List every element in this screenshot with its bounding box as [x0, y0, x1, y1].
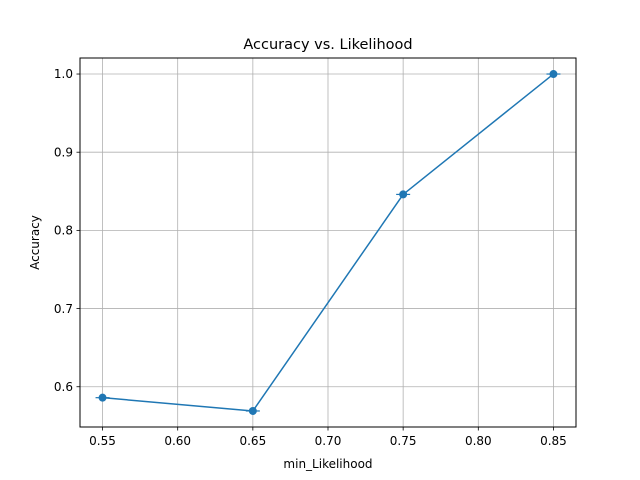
x-tick-label: 0.85 [540, 434, 567, 448]
y-tick-label: 1.0 [54, 67, 73, 81]
grid [80, 58, 576, 427]
data-point [549, 70, 558, 79]
x-tick-label: 0.55 [89, 434, 116, 448]
series-line [102, 73, 554, 412]
series [95, 70, 561, 415]
chart-title: Accuracy vs. Likelihood [243, 37, 412, 53]
y-axis-label: Accuracy [28, 215, 42, 270]
plot-frame [79, 57, 577, 428]
x-tick-label: 0.60 [164, 434, 191, 448]
y-tick-label: 0.9 [54, 145, 73, 159]
y-tick-label: 0.8 [54, 224, 73, 238]
data-point [98, 393, 107, 402]
x-tick-label: 0.75 [390, 434, 417, 448]
x-tick-label: 0.70 [315, 434, 342, 448]
y-tick-label: 0.6 [54, 380, 73, 394]
x-tick-label: 0.80 [465, 434, 492, 448]
y-tick-label: 0.7 [54, 302, 73, 316]
data-point [399, 190, 408, 199]
x-axis-label: min_Likelihood [283, 457, 372, 471]
x-tick-label: 0.65 [239, 434, 266, 448]
ticks: 0.55 0.60 0.65 0.70 0.75 0.80 0.85 0.6 0.7 0.8 0.9… [54, 67, 567, 448]
data-point [248, 406, 257, 415]
